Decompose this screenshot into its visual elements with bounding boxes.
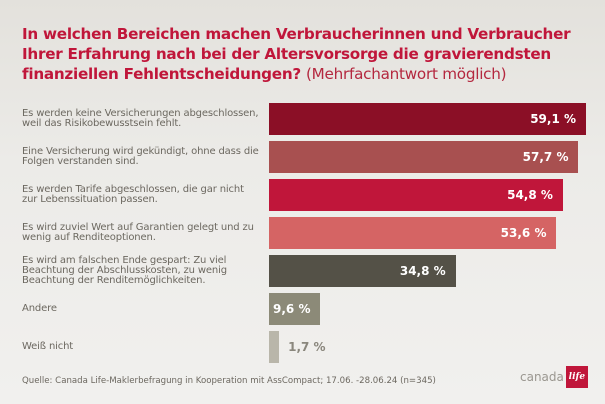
category-label: Weiß nicht [22,341,74,352]
bar-value-label: 53,6 % [500,226,547,240]
bar-value-label: 57,7 % [522,150,569,164]
category-label: Es wird am falschen Ende gespart: Zu vie… [22,255,227,286]
source-note: Quelle: Canada Life-Maklerbefragung in K… [22,376,436,386]
bar: 54,8 % [269,179,563,211]
bar-value-label: 1,7 % [288,340,326,354]
category-label: Es werden Tarife abgeschlossen, die gar … [22,184,244,205]
bar: 53,6 % [269,217,557,249]
bar: 57,7 % [269,141,579,173]
bar [269,331,279,363]
category-label: Es werden keine Versicherungen abgeschlo… [22,108,259,129]
canada-life-logo: canada life [520,366,588,388]
bar-value-label: 9,6 % [273,302,311,316]
chart-title-sub: (Mehrfachantwort möglich) [306,65,507,83]
bar: 34,8 % [269,255,456,287]
bar: 9,6 % [269,293,321,325]
logo-mark: life [565,366,588,388]
category-label: Andere [22,303,57,314]
bar-value-label: 54,8 % [507,188,553,202]
category-label: Es wird zuviel Wert auf Garantien gelegt… [22,222,254,243]
chart-title-main: In welchen Bereichen machen Verbraucheri… [22,25,571,83]
category-label: Eine Versicherung wird gekündigt, ohne d… [22,146,259,167]
bar: 59,1 % [269,103,586,135]
logo-wordmark: canada [520,370,564,384]
bar-value-label: 34,8 % [399,264,446,278]
bar-value-label: 59,1 % [530,112,576,126]
chart-title: In welchen Bereichen machen Verbraucheri… [22,24,592,84]
